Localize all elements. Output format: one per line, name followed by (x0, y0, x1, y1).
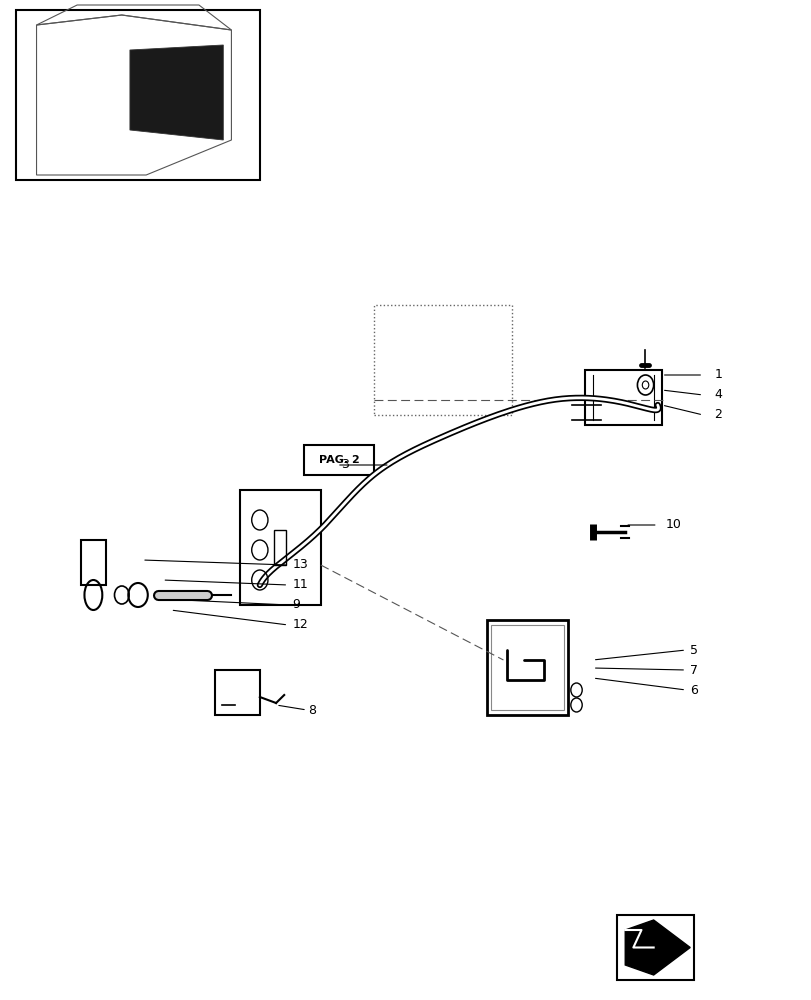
Text: 1: 1 (714, 368, 722, 381)
Text: 4: 4 (714, 388, 722, 401)
Text: 13: 13 (292, 558, 307, 572)
Text: 7: 7 (689, 664, 697, 676)
Text: 9: 9 (292, 598, 300, 611)
Polygon shape (130, 45, 223, 140)
Text: PAG. 2: PAG. 2 (318, 455, 359, 465)
Polygon shape (624, 920, 689, 975)
Text: 11: 11 (292, 578, 307, 591)
Text: 10: 10 (665, 518, 681, 532)
Text: 12: 12 (292, 618, 307, 632)
Text: 8: 8 (308, 704, 316, 716)
Text: 2: 2 (714, 408, 722, 422)
Text: 3: 3 (341, 458, 349, 472)
Text: 6: 6 (689, 684, 697, 696)
Text: 5: 5 (689, 644, 697, 656)
